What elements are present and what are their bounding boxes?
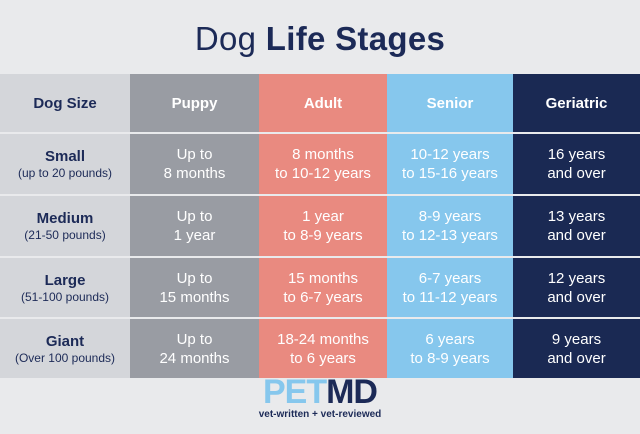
page-title: Dog Life Stages: [0, 20, 640, 58]
puppy-cell: Up to 24 months: [130, 319, 259, 378]
petmd-logo: PETMD vet-written + vet-reviewed: [0, 373, 640, 420]
adult-cell: 1 year to 8-9 years: [259, 196, 387, 256]
senior-cell: 6 years to 8-9 years: [387, 319, 513, 378]
size-cell-small: Small (up to 20 pounds): [0, 134, 130, 194]
senior-cell: 10-12 years to 15-16 years: [387, 134, 513, 194]
logo-pet: PET: [262, 373, 327, 411]
geriatric-cell: 16 years and over: [513, 134, 640, 194]
cell-line: 6-7 years: [418, 269, 482, 287]
size-cell-large: Large (51-100 pounds): [0, 258, 130, 317]
cell-line: 10-12 years: [410, 146, 490, 163]
adult-cell: 15 months to 6-7 years: [259, 258, 387, 317]
cell-line: 12 years: [547, 269, 606, 287]
header-adult: Adult: [259, 74, 387, 132]
cell-line: 18-24 months: [277, 330, 369, 348]
size-name: Giant: [45, 332, 85, 350]
cell-line: 13 years: [547, 208, 606, 225]
cell-line: 8 months: [163, 165, 226, 182]
cell-line: and over: [547, 227, 606, 244]
logo-md: MD: [326, 373, 378, 411]
cell-line: 9 years: [551, 330, 602, 348]
title-bold: Life Stages: [265, 20, 446, 57]
cell-line: to 12-13 years: [402, 227, 498, 244]
header-geriatric: Geriatric: [513, 74, 640, 132]
cell-line: Up to: [176, 146, 213, 163]
cell-line: to 15-16 years: [402, 165, 498, 182]
cell-line: to 8-9 years: [283, 227, 363, 244]
adult-cell: 8 months to 10-12 years: [259, 134, 387, 194]
size-range: (51-100 pounds): [20, 289, 110, 304]
geriatric-cell: 13 years and over: [513, 196, 640, 256]
cell-line: 15 months: [159, 288, 230, 306]
title-regular: Dog: [194, 20, 257, 57]
cell-line: 6 years: [425, 330, 475, 348]
cell-line: 16 years: [547, 146, 606, 163]
cell-line: and over: [547, 165, 606, 182]
size-name: Large: [44, 271, 86, 289]
cell-line: Up to: [176, 330, 213, 348]
puppy-cell: Up to 15 months: [130, 258, 259, 317]
adult-cell: 18-24 months to 6 years: [259, 319, 387, 378]
senior-cell: 6-7 years to 11-12 years: [387, 258, 513, 317]
cell-line: and over: [547, 349, 606, 367]
cell-line: Up to: [176, 269, 213, 287]
size-name: Small: [44, 148, 86, 165]
cell-line: to 6 years: [290, 349, 356, 367]
header-senior: Senior: [387, 74, 513, 132]
size-range: (up to 20 pounds): [17, 166, 113, 180]
cell-line: to 8-9 years: [410, 349, 490, 367]
cell-line: 8 months: [292, 146, 354, 163]
size-range: (21-50 pounds): [24, 228, 106, 242]
size-name: Medium: [36, 210, 94, 227]
puppy-cell: Up to 8 months: [130, 134, 259, 194]
cell-line: to 6-7 years: [283, 288, 363, 306]
size-cell-medium: Medium (21-50 pounds): [0, 196, 130, 256]
size-range: (Over 100 pounds): [14, 350, 116, 365]
geriatric-cell: 9 years and over: [513, 319, 640, 378]
cell-line: 24 months: [159, 349, 230, 367]
senior-cell: 8-9 years to 12-13 years: [387, 196, 513, 256]
header-dog-size: Dog Size: [0, 74, 130, 132]
cell-line: 1 year: [173, 227, 216, 244]
geriatric-cell: 12 years and over: [513, 258, 640, 317]
cell-line: 15 months: [287, 269, 359, 287]
size-cell-giant: Giant (Over 100 pounds): [0, 319, 130, 378]
life-stages-table: Dog Size Puppy Adult Senior Geriatric Sm…: [0, 74, 640, 378]
cell-line: 8-9 years: [418, 208, 482, 225]
cell-line: to 10-12 years: [275, 165, 371, 182]
logo-wordmark: PETMD: [262, 373, 378, 411]
cell-line: 1 year: [302, 208, 344, 225]
puppy-cell: Up to 1 year: [130, 196, 259, 256]
cell-line: Up to: [176, 208, 213, 225]
header-puppy: Puppy: [130, 74, 259, 132]
logo-tagline: vet-written + vet-reviewed: [258, 409, 382, 420]
cell-line: to 11-12 years: [402, 288, 498, 306]
cell-line: and over: [547, 288, 606, 306]
